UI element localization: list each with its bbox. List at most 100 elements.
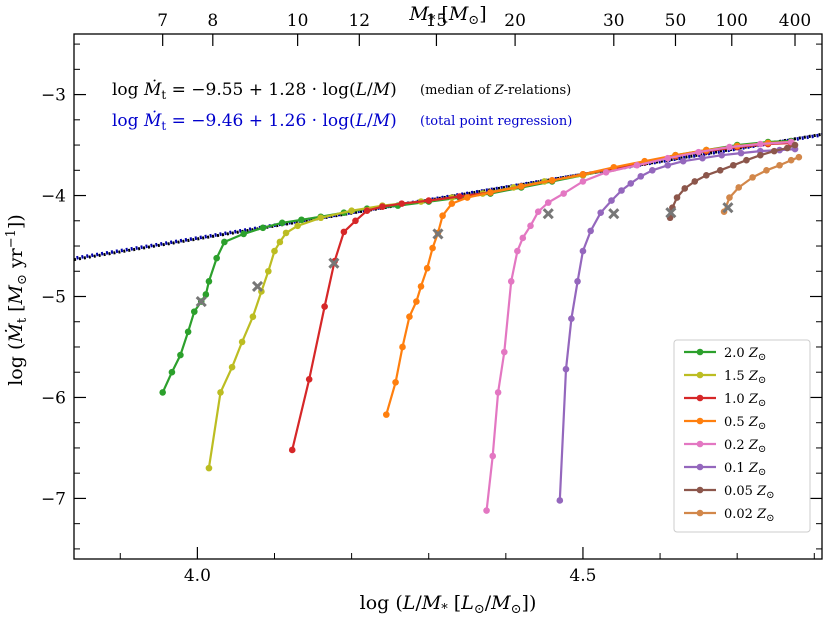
data-point [205, 464, 213, 472]
data-point [383, 411, 390, 418]
data-point [190, 308, 198, 315]
top-tick-label: 400 [779, 11, 811, 31]
annotation-median-note: (median of Z-relations) [420, 83, 571, 98]
data-point [406, 313, 413, 320]
data-point [294, 222, 301, 230]
annotation-median-equation: log Ṁt = −9.55 + 1.28 · log(L/M) [112, 79, 397, 102]
top-tick-label: 30 [603, 11, 625, 31]
legend-item: 0.2 Z⊙ [684, 438, 766, 455]
data-point [238, 338, 246, 346]
data-point [423, 264, 431, 272]
data-point [265, 267, 272, 275]
data-point [597, 209, 604, 217]
data-point [579, 178, 587, 185]
legend-label: 0.5 Z⊙ [724, 415, 766, 432]
data-point [340, 228, 348, 236]
legend-label: 1.0 Z⊙ [724, 392, 766, 409]
data-point [560, 190, 567, 197]
top-tick-label: 12 [348, 11, 370, 31]
data-point [398, 200, 406, 207]
data-point [221, 238, 228, 246]
transition-marker [251, 280, 264, 292]
data-point [276, 238, 284, 246]
top-tick-label: 15 [426, 11, 448, 31]
median-regression-line [73, 132, 823, 262]
data-point [718, 151, 726, 159]
data-point [202, 291, 210, 298]
y-tick-label: −3 [41, 86, 66, 106]
x-tick-label: 4.5 [569, 566, 596, 586]
data-point [726, 194, 733, 201]
transition-marker [542, 208, 554, 220]
data-point [213, 254, 220, 262]
data-point [568, 315, 575, 323]
data-point [184, 328, 192, 336]
data-point [730, 161, 737, 169]
data-point [363, 207, 371, 214]
annotation-total-equation: log Ṁt = −9.46 + 1.26 · log(L/M) [112, 110, 397, 133]
legend-label: 0.1 Z⊙ [724, 461, 766, 478]
annotation-total: log Ṁt = −9.46 + 1.26 · log(L/M) (total … [112, 110, 572, 133]
data-point [783, 144, 791, 152]
x-tick-label: 4.0 [184, 566, 211, 586]
data-point [456, 193, 463, 200]
transition-marker [665, 207, 677, 219]
data-point [534, 208, 542, 215]
data-point [463, 194, 471, 201]
transition-marker [432, 228, 444, 240]
data-point [217, 389, 224, 396]
total-regression-line [73, 133, 823, 261]
data-point [602, 169, 610, 176]
y-tick-label: −7 [41, 489, 66, 509]
data-point [735, 184, 743, 191]
data-point [317, 214, 325, 222]
legend-item: 1.5 Z⊙ [684, 369, 766, 386]
data-point [392, 379, 399, 386]
data-point [240, 230, 247, 238]
data-point [681, 185, 689, 192]
transition-marker [608, 208, 620, 220]
data-point [737, 149, 745, 157]
legend-label: 0.2 Z⊙ [724, 438, 766, 455]
data-point [494, 389, 502, 396]
data-point [726, 143, 733, 151]
data-point [399, 343, 406, 351]
data-point [514, 247, 521, 255]
regression-lines [73, 132, 823, 262]
data-point [417, 283, 425, 290]
data-point [278, 219, 286, 227]
data-point [664, 161, 672, 169]
legend-box [673, 339, 811, 533]
data-point [587, 227, 594, 235]
top-tick-label: 50 [665, 11, 687, 31]
series-0_1 [556, 145, 799, 504]
legend: 2.0 Z⊙ 1.5 Z⊙ 1.0 Z⊙ 0.5 Z⊙ 0.2 Z⊙ 0.1 Z⊙ 0.05… [673, 339, 811, 533]
data-point [770, 147, 778, 155]
data-point [205, 278, 213, 285]
data-point [168, 368, 176, 376]
transition-marker [328, 257, 340, 269]
annotation-median: log Ṁt = −9.55 + 1.28 · log(L/M) (median… [112, 79, 571, 102]
legend-item: 0.5 Z⊙ [684, 415, 766, 432]
data-point [517, 183, 525, 190]
data-point [579, 247, 587, 255]
legend-label: 0.05 Z⊙ [724, 484, 775, 501]
legend-item: 1.0 Z⊙ [684, 392, 766, 409]
data-point [703, 172, 710, 179]
data-point [288, 446, 296, 454]
data-point [259, 224, 267, 232]
data-point [548, 177, 556, 184]
top-tick-label: 8 [207, 11, 218, 31]
data-point [562, 365, 570, 373]
data-point [544, 199, 552, 206]
data-point [627, 180, 635, 187]
top-tick-label: 7 [157, 11, 168, 31]
data-point [448, 200, 456, 207]
series-0_2 [483, 138, 795, 514]
data-point [487, 189, 494, 196]
data-point [749, 174, 756, 181]
data-point [352, 217, 359, 225]
data-point [500, 348, 508, 356]
data-point [743, 156, 750, 164]
data-point [282, 229, 290, 237]
